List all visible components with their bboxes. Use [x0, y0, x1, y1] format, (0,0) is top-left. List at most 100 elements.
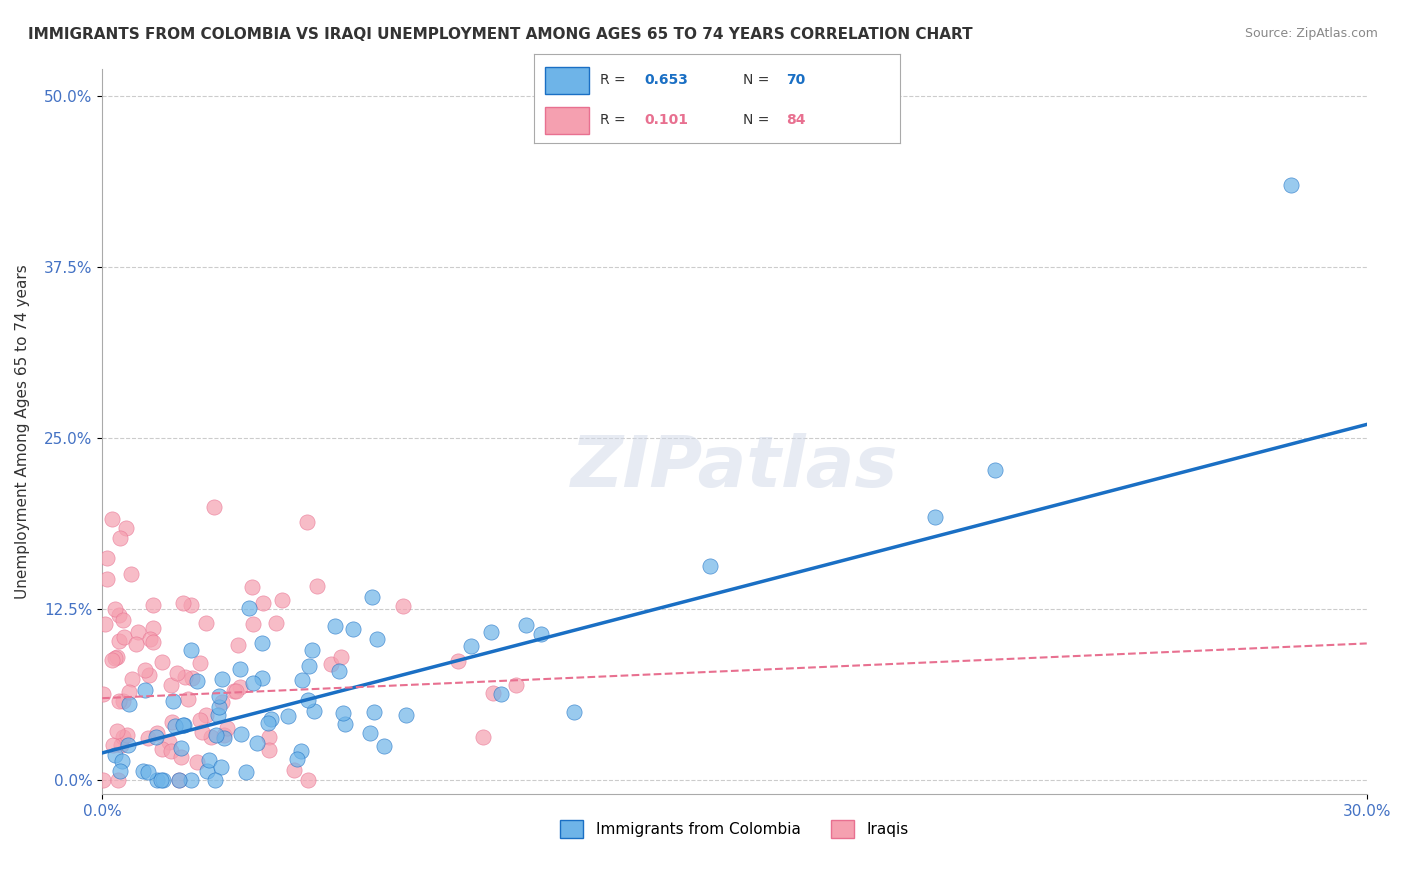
Point — [205, 728, 228, 742]
Point — [242, 616, 264, 631]
Point — [229, 662, 252, 676]
Point — [211, 695, 233, 709]
Point — [212, 731, 235, 745]
Point — [186, 674, 208, 689]
Point — [250, 636, 273, 650]
Point — [172, 596, 194, 610]
Point — [699, 558, 721, 573]
Point — [472, 730, 495, 744]
Text: Source: ZipAtlas.com: Source: ZipAtlas.com — [1244, 27, 1378, 40]
Point — [145, 773, 167, 788]
Point — [180, 599, 202, 613]
Text: R =: R = — [600, 73, 630, 87]
Point — [120, 567, 142, 582]
Point — [208, 689, 231, 703]
Point — [152, 773, 174, 788]
Point — [204, 773, 226, 788]
Point — [242, 676, 264, 690]
Point — [172, 717, 194, 731]
Point — [359, 725, 381, 739]
Point — [139, 632, 162, 647]
Text: 70: 70 — [786, 73, 806, 87]
Point — [260, 712, 283, 726]
Point — [447, 654, 470, 668]
Point — [302, 704, 325, 718]
Point — [181, 671, 204, 685]
Point — [105, 724, 128, 739]
Point — [177, 692, 200, 706]
Point — [96, 551, 118, 566]
Point — [290, 744, 312, 758]
Point — [101, 739, 124, 753]
Point — [138, 668, 160, 682]
Point — [149, 773, 172, 788]
Point — [107, 773, 129, 788]
Point — [107, 634, 129, 648]
Point — [138, 731, 160, 745]
Y-axis label: Unemployment Among Ages 65 to 74 years: Unemployment Among Ages 65 to 74 years — [15, 264, 30, 599]
Point — [297, 773, 319, 788]
Point — [301, 643, 323, 657]
Point — [112, 630, 135, 644]
Point — [100, 512, 122, 526]
Point — [481, 625, 503, 640]
Point — [101, 653, 124, 667]
Point — [924, 510, 946, 524]
Point — [142, 598, 165, 612]
Point — [250, 671, 273, 685]
Point — [298, 659, 321, 673]
Point — [110, 738, 132, 752]
Point — [240, 580, 263, 594]
Point — [198, 753, 221, 767]
Point — [191, 724, 214, 739]
FancyBboxPatch shape — [546, 67, 589, 94]
Point — [145, 730, 167, 744]
Point — [342, 623, 364, 637]
Point — [160, 714, 183, 729]
Point — [170, 741, 193, 756]
Point — [142, 635, 165, 649]
Point — [245, 736, 267, 750]
Point — [169, 750, 191, 764]
Point — [200, 730, 222, 744]
Point — [530, 627, 553, 641]
Text: IMMIGRANTS FROM COLOMBIA VS IRAQI UNEMPLOYMENT AMONG AGES 65 TO 74 YEARS CORRELA: IMMIGRANTS FROM COLOMBIA VS IRAQI UNEMPL… — [28, 27, 973, 42]
Point — [335, 716, 357, 731]
Text: 84: 84 — [786, 113, 806, 128]
Point — [150, 741, 173, 756]
Point — [110, 764, 132, 779]
Point — [167, 773, 190, 788]
Point — [515, 618, 537, 632]
Point — [127, 624, 149, 639]
Point — [146, 726, 169, 740]
FancyBboxPatch shape — [546, 107, 589, 134]
Point — [252, 596, 274, 610]
Point — [211, 673, 233, 687]
Point — [188, 656, 211, 670]
Text: R =: R = — [600, 113, 630, 128]
Point — [285, 752, 308, 766]
Point — [108, 531, 131, 545]
Point — [108, 608, 131, 623]
Point — [259, 730, 281, 744]
Point — [395, 707, 418, 722]
Point — [257, 716, 280, 731]
Point — [112, 694, 135, 708]
Point — [460, 639, 482, 653]
Point — [195, 764, 218, 778]
Point — [373, 739, 395, 753]
Point — [297, 693, 319, 707]
Text: 0.101: 0.101 — [644, 113, 688, 128]
Point — [159, 678, 181, 692]
Point — [114, 521, 136, 535]
Point — [392, 599, 415, 613]
Point — [1279, 178, 1302, 192]
Point — [142, 622, 165, 636]
Point — [209, 759, 232, 773]
Point — [136, 765, 159, 780]
Text: 0.653: 0.653 — [644, 73, 688, 87]
Point — [111, 613, 134, 627]
Point — [215, 721, 238, 735]
Point — [562, 705, 585, 719]
Point — [363, 706, 385, 720]
